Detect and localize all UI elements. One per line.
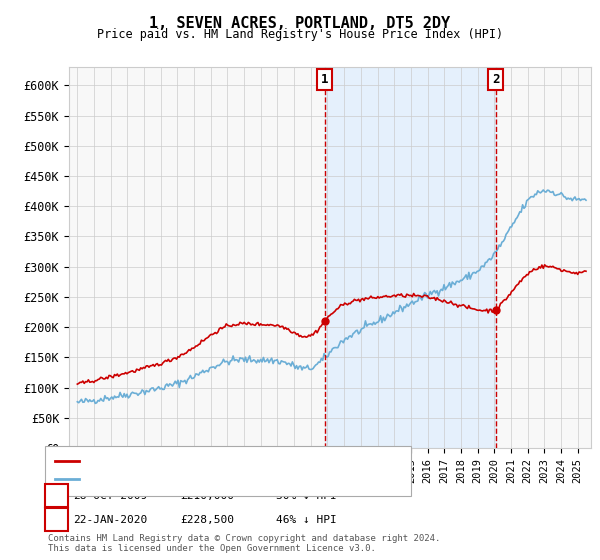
Text: £210,000: £210,000 [180, 491, 234, 501]
Text: 1: 1 [53, 491, 60, 501]
Text: 1, SEVEN ACRES, PORTLAND, DT5 2DY (detached house): 1, SEVEN ACRES, PORTLAND, DT5 2DY (detac… [85, 456, 398, 466]
Text: 46% ↓ HPI: 46% ↓ HPI [276, 515, 337, 525]
Text: 2: 2 [492, 73, 499, 86]
Text: £228,500: £228,500 [180, 515, 234, 525]
Bar [325, 67, 496, 448]
Text: 22-JAN-2020: 22-JAN-2020 [73, 515, 148, 525]
Text: Contains HM Land Registry data © Crown copyright and database right 2024.
This d: Contains HM Land Registry data © Crown c… [48, 534, 440, 553]
Text: 2: 2 [53, 515, 60, 525]
Text: 1: 1 [321, 73, 328, 86]
Text: 30% ↓ HPI: 30% ↓ HPI [276, 491, 337, 501]
Text: 28-OCT-2009: 28-OCT-2009 [73, 491, 148, 501]
Text: HPI: Average price, detached house, Dorset: HPI: Average price, detached house, Dors… [85, 474, 348, 484]
Text: Price paid vs. HM Land Registry's House Price Index (HPI): Price paid vs. HM Land Registry's House … [97, 28, 503, 41]
Text: 1, SEVEN ACRES, PORTLAND, DT5 2DY: 1, SEVEN ACRES, PORTLAND, DT5 2DY [149, 16, 451, 31]
